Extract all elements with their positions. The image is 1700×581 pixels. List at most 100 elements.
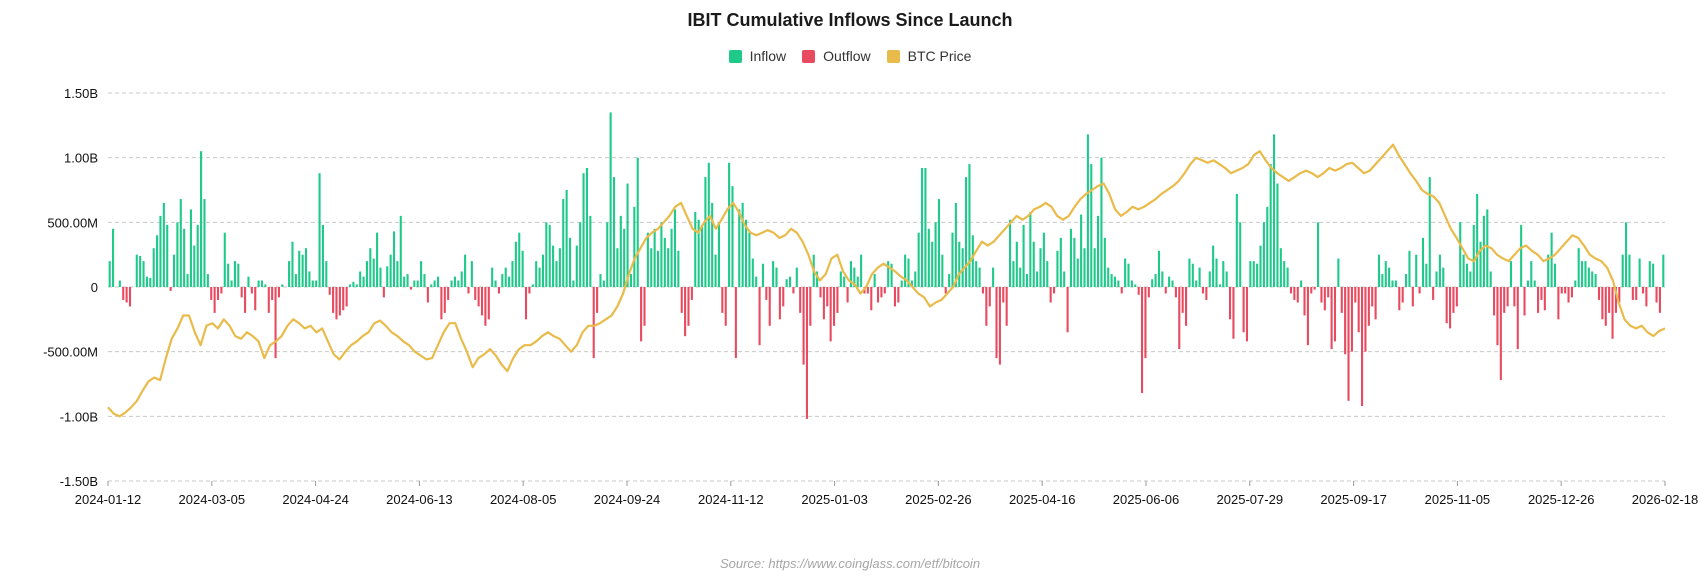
outflow-bar — [1432, 287, 1435, 300]
legend-swatch-btc-price — [886, 49, 900, 63]
inflow-bar — [565, 190, 568, 287]
outflow-bar — [995, 287, 998, 359]
outflow-bar — [1242, 287, 1245, 333]
inflow-bar — [860, 254, 863, 287]
inflow-bar — [1273, 134, 1276, 287]
outflow-bar — [480, 287, 484, 316]
inflow-bar — [1489, 271, 1492, 287]
outflow-bar — [866, 287, 869, 294]
inflow-bar — [1283, 261, 1286, 287]
outflow-bar — [125, 287, 128, 303]
inflow-bar — [1638, 258, 1641, 287]
inflow-bar — [1025, 274, 1029, 287]
outflow-bar — [474, 287, 477, 300]
inflow-bar — [711, 202, 714, 287]
grid-lines — [108, 92, 1665, 482]
inflow-bar — [504, 267, 507, 287]
inflow-bar — [1056, 250, 1059, 287]
inflow-bar — [159, 215, 162, 287]
inflow-bar — [1317, 222, 1320, 287]
outflow-bar — [254, 287, 257, 311]
inflow-bar — [785, 279, 788, 287]
outflow-bar — [1178, 287, 1181, 350]
outflow-bar — [1411, 287, 1414, 307]
inflow-bar — [555, 261, 558, 287]
inflow-bar — [558, 248, 561, 287]
outflow-bar — [440, 287, 443, 320]
inflow-bar — [413, 280, 416, 287]
inflow-bar — [521, 250, 524, 287]
inflow-bar — [172, 254, 176, 287]
inflow-bar — [1100, 157, 1103, 287]
outflow-bar — [1347, 287, 1350, 401]
inflow-bar — [1276, 183, 1279, 287]
outflow-bar — [274, 287, 277, 359]
inflow-bar — [920, 168, 924, 287]
x-tick-label: 2024-06-13 — [386, 492, 453, 507]
inflow-bar — [1259, 245, 1262, 287]
inflow-bar — [951, 232, 954, 287]
inflow-bar — [775, 267, 778, 287]
x-tick-label: 2025-04-16 — [1009, 492, 1076, 507]
inflow-bar — [156, 235, 159, 287]
inflow-bar — [1574, 280, 1577, 287]
inflow-bar — [704, 177, 707, 287]
outflow-bar — [1645, 287, 1648, 307]
inflow-bar — [917, 232, 920, 287]
inflow-bar — [677, 250, 680, 287]
inflow-bar — [176, 222, 179, 287]
legend-outflow[interactable]: Outflow — [802, 48, 871, 64]
outflow-bar — [1452, 287, 1455, 313]
inflow-bar — [1269, 164, 1272, 287]
legend-label-btc-price: BTC Price — [907, 48, 972, 64]
inflow-bar — [1388, 267, 1391, 287]
inflow-bar — [1029, 211, 1032, 287]
inflow-bar — [450, 280, 453, 287]
inflow-bar — [470, 261, 473, 287]
inflow-bar — [1076, 258, 1079, 287]
outflow-bar — [1147, 287, 1150, 298]
outflow-bar — [782, 287, 785, 307]
inflow-bar — [1526, 280, 1529, 287]
outflow-bar — [1631, 287, 1634, 300]
legend-btc-price[interactable]: BTC Price — [886, 48, 972, 64]
inflow-bar — [206, 274, 209, 287]
outflow-bar — [1597, 287, 1601, 300]
inflow-bar — [430, 284, 433, 287]
inflow-bar — [910, 280, 913, 287]
inflow-bar — [1621, 254, 1624, 287]
inflow-bar — [379, 267, 382, 287]
inflow-bar — [968, 164, 971, 287]
inflow-bar — [1218, 284, 1221, 287]
inflow-bar — [1438, 254, 1441, 287]
inflow-bar — [501, 274, 504, 287]
outflow-bar — [768, 287, 771, 326]
inflow-bar — [1591, 271, 1594, 287]
inflow-bar — [298, 250, 301, 287]
inflow-bar — [1059, 237, 1062, 287]
outflow-bar — [1523, 287, 1526, 316]
outflow-bar — [409, 287, 412, 290]
inflow-bar — [1472, 224, 1475, 287]
outflow-bar — [1570, 287, 1573, 298]
outflow-bar — [822, 287, 825, 320]
inflow-bar — [927, 228, 930, 287]
inflow-bar — [1459, 222, 1462, 287]
x-tick-label: 2025-02-26 — [905, 492, 972, 507]
inflow-bar — [1577, 248, 1580, 287]
legend-swatch-inflow — [728, 49, 742, 63]
inflow-bar — [616, 248, 619, 287]
inflow-bar — [849, 261, 853, 287]
legend-inflow[interactable]: Inflow — [728, 48, 786, 64]
outflow-bar — [1371, 287, 1374, 307]
outflow-bar — [809, 287, 812, 326]
inflow-bar — [728, 162, 731, 287]
inflow-bar — [856, 276, 859, 287]
outflow-bar — [640, 287, 643, 342]
outflow-bar — [1496, 287, 1499, 346]
outflow-bar — [1367, 287, 1370, 326]
outflow-bar — [998, 287, 1001, 365]
x-tick-label: 2024-09-24 — [594, 492, 661, 507]
inflow-bar — [697, 219, 700, 287]
inflow-bar — [1046, 261, 1049, 287]
